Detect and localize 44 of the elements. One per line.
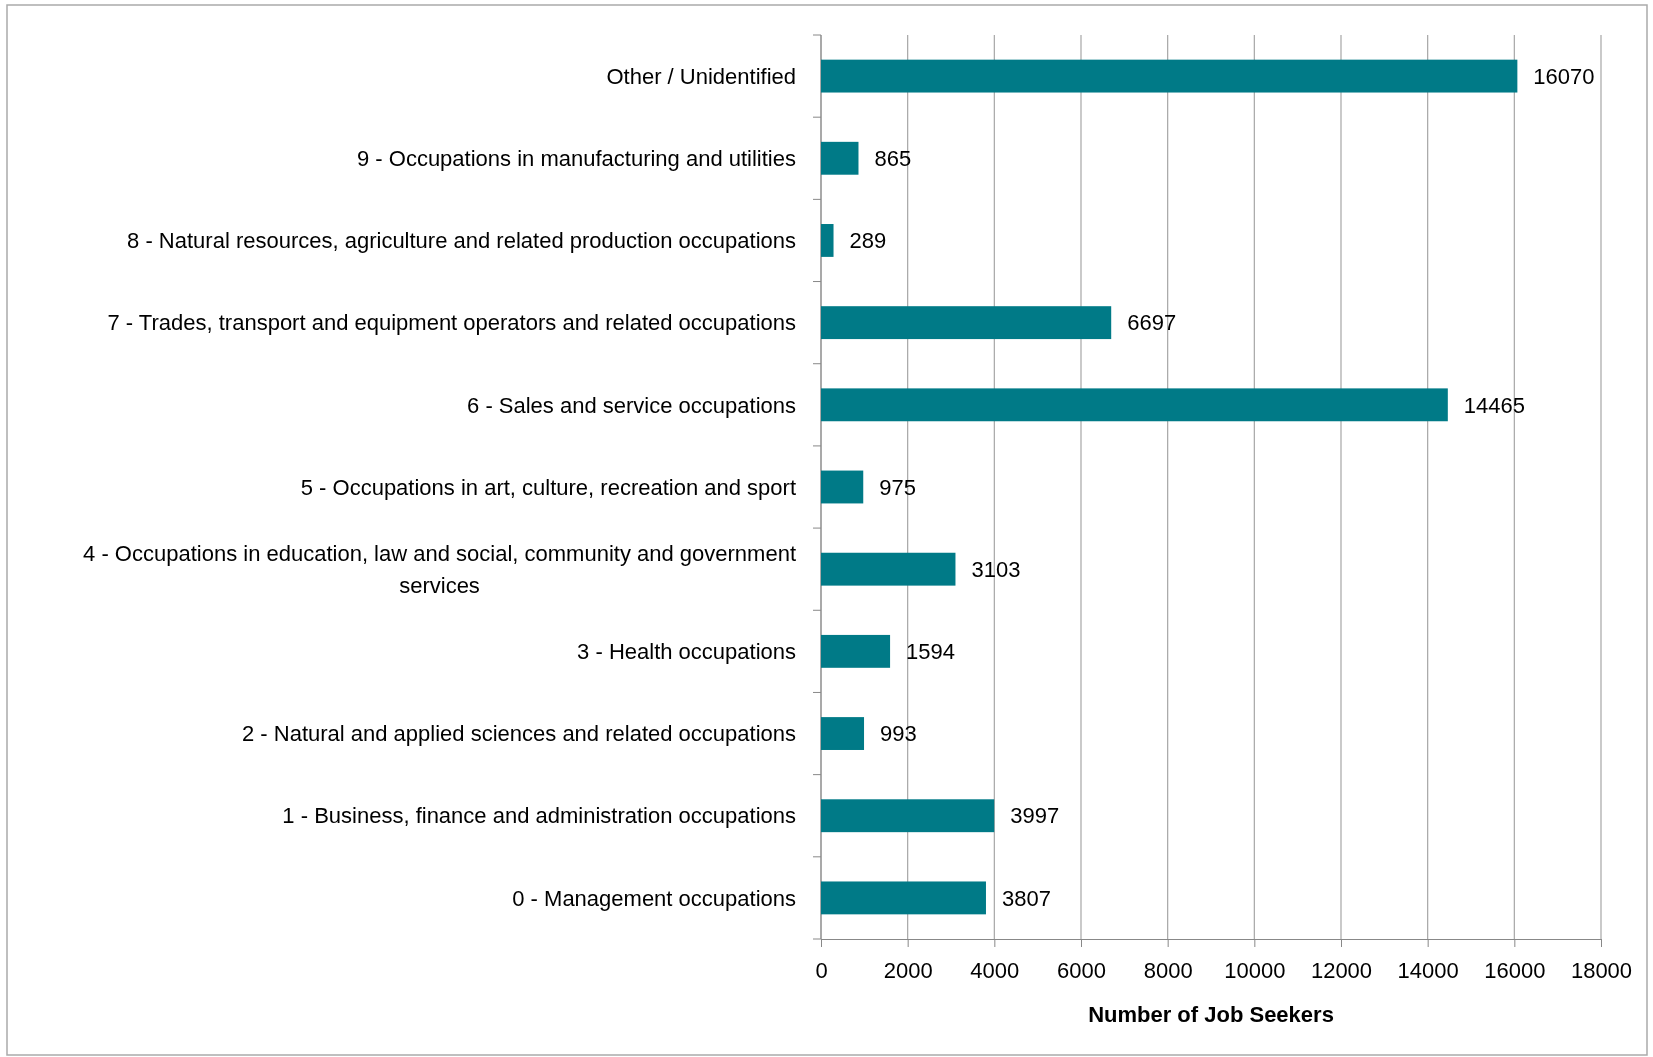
- data-label: 1594: [906, 639, 956, 665]
- x-tick-label: 0: [815, 957, 828, 983]
- data-label: 6697: [1127, 310, 1177, 336]
- bar: [821, 881, 986, 915]
- x-tick-label: 4000: [970, 957, 1020, 983]
- x-tick-label: 16000: [1484, 957, 1546, 983]
- bar: [821, 552, 956, 586]
- y-tick-label: 0 - Management occupations: [512, 885, 796, 911]
- data-label: 3997: [1010, 803, 1060, 829]
- y-tick-label: 1 - Business, finance and administration occupations: [282, 803, 796, 829]
- x-tick-label: 8000: [1143, 957, 1193, 983]
- x-tick-label: 12000: [1310, 957, 1373, 983]
- y-tick-label: 3 - Health occupations: [577, 639, 796, 665]
- x-tick-label: 2000: [883, 957, 933, 983]
- y-tick-label: 5 - Occupations in art, culture, recreation and sport: [300, 474, 796, 500]
- x-axis-title: Number of Job Seekers: [1088, 1002, 1334, 1027]
- bar: [821, 717, 865, 750]
- y-tick-label: 7 - Trades, transport and equipment operators and related occupations: [107, 310, 796, 336]
- bar: [821, 799, 995, 833]
- y-tick-label: Other / Unidentified: [606, 63, 796, 89]
- x-tick-label: 18000: [1570, 957, 1633, 983]
- data-label: 14465: [1463, 392, 1525, 418]
- y-tick-label: 8 - Natural resources, agriculture and related production occupations: [127, 228, 796, 254]
- bar: [821, 470, 864, 504]
- data-label: 16070: [1533, 63, 1595, 89]
- x-tick-label: 10000: [1224, 957, 1286, 983]
- data-label: 3103: [971, 556, 1021, 582]
- y-tick-label: 9 - Occupations in manufacturing and utilities: [356, 145, 796, 171]
- x-tick-label: 14000: [1397, 957, 1459, 983]
- bar: [821, 224, 834, 257]
- y-tick-label: 4 - Occupations in education, law and social, community and government services: [83, 540, 796, 598]
- y-tick-label: 6 - Sales and service occupations: [467, 392, 796, 418]
- data-label: 993: [880, 721, 917, 747]
- bar: [821, 388, 1448, 422]
- x-tick-label: 6000: [1057, 957, 1106, 983]
- data-label: 3807: [1001, 885, 1051, 911]
- bar: [821, 59, 1518, 93]
- data-label: 289: [849, 228, 887, 254]
- bar: [821, 634, 891, 668]
- bar: [821, 141, 859, 175]
- data-label: 975: [879, 474, 916, 500]
- data-label: 865: [874, 145, 912, 171]
- bar: [821, 306, 1112, 340]
- y-tick-label: 2 - Natural and applied sciences and related occupations: [241, 721, 796, 747]
